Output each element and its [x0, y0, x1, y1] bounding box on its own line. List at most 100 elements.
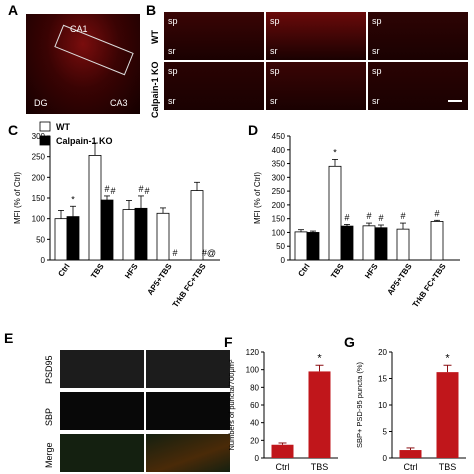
- layer-label-sp: sp: [270, 16, 280, 26]
- puncta-image-tile: [146, 434, 230, 472]
- y-tick-label: 100: [32, 215, 46, 224]
- puncta-image-tile: [146, 392, 230, 430]
- label-ca1: CA1: [70, 24, 88, 34]
- y-tick-label: 50: [276, 242, 285, 251]
- label-ca3: CA3: [110, 98, 128, 108]
- layer-label-sp: sp: [168, 16, 178, 26]
- significance-mark: #@: [202, 248, 216, 258]
- legend-label: WT: [56, 122, 70, 132]
- bar: [134, 207, 148, 261]
- puncta-image-tile: [60, 392, 144, 430]
- x-tick-label: HFS: [363, 261, 380, 280]
- legend-swatch: [39, 121, 51, 132]
- x-tick-label: Ctrl: [56, 262, 71, 278]
- significance-mark: #: [144, 186, 149, 196]
- bar: [294, 231, 308, 261]
- y-tick-label: 350: [272, 160, 286, 169]
- puncta-image-tile: [60, 350, 144, 388]
- y-tick-label: 200: [32, 173, 46, 182]
- layer-label-sp: sp: [372, 16, 382, 26]
- hippocampus-image: CA1 DG CA3: [26, 14, 140, 114]
- x-tick-label: Ctrl: [276, 462, 290, 472]
- panel-label-a: A: [8, 2, 19, 18]
- bar: [374, 227, 388, 261]
- layer-label-sr: sr: [270, 96, 278, 106]
- significance-mark: *: [333, 147, 337, 157]
- y-tick-label: 60: [250, 401, 259, 410]
- y-axis-label: MFI (% of Ctrl): [253, 172, 262, 224]
- label-dg: DG: [34, 98, 48, 108]
- x-tick-label: Ctrl: [296, 262, 311, 278]
- bar: [430, 221, 444, 261]
- significance-mark: #: [344, 212, 349, 222]
- y-tick-label: 300: [32, 132, 46, 141]
- y-tick-label: 250: [32, 153, 46, 162]
- panel-label-d: D: [248, 122, 259, 138]
- y-tick-label: 80: [250, 383, 259, 392]
- bar: [306, 232, 320, 261]
- y-tick-label: 120: [246, 348, 260, 357]
- significance-mark: #: [378, 213, 383, 223]
- micrograph-tile: sp sr: [164, 12, 264, 60]
- y-tick-label: 100: [272, 228, 286, 237]
- y-tick-label: 0: [383, 454, 388, 463]
- puncta-image-tile: [146, 350, 230, 388]
- micrograph-tile: sp sr: [368, 12, 468, 60]
- micrograph-tile: sp sr: [266, 62, 366, 110]
- significance-mark: #: [400, 211, 405, 221]
- micrograph-tile: sp sr: [266, 12, 366, 60]
- panel-label-c: C: [8, 122, 19, 138]
- image-row-label: SBP: [44, 407, 54, 426]
- panel-label-f: F: [224, 334, 233, 350]
- significance-mark: #: [110, 186, 115, 196]
- significance-mark: *: [445, 352, 450, 364]
- bar: [399, 450, 422, 458]
- layer-label-sr: sr: [372, 46, 380, 56]
- y-tick-label: 50: [36, 235, 45, 244]
- layer-label-sr: sr: [270, 46, 278, 56]
- x-tick-label: TBS: [329, 261, 346, 280]
- bar: [122, 209, 136, 261]
- significance-mark: #: [366, 211, 371, 221]
- y-axis-label: MFI (% of Ctrl): [13, 172, 22, 224]
- y-tick-label: 0: [281, 256, 286, 265]
- significance-mark: #: [172, 248, 177, 258]
- legend-swatch: [39, 135, 51, 146]
- row-label-ko: Calpain-1 KO: [150, 61, 160, 118]
- y-tick-label: 150: [32, 194, 46, 203]
- panel-label-b: B: [146, 2, 157, 18]
- significance-mark: #: [434, 208, 439, 218]
- bar: [271, 444, 294, 458]
- y-tick-label: 0: [255, 454, 260, 463]
- x-tick-label: TBS: [311, 462, 329, 472]
- bar: [156, 212, 170, 261]
- layer-label-sp: sp: [168, 66, 178, 76]
- bar: [100, 199, 114, 261]
- y-tick-label: 20: [378, 348, 387, 357]
- x-tick-label: HFS: [123, 261, 140, 280]
- y-tick-label: 40: [250, 419, 259, 428]
- x-tick-label: TrkB FC+TBS: [411, 261, 448, 309]
- y-axis-label: SBP+ PSD-95 puncta (%): [355, 361, 364, 448]
- panel-label-e: E: [4, 330, 14, 346]
- micrograph-tile: sp sr: [164, 62, 264, 110]
- row-label-wt: WT: [150, 30, 160, 44]
- significance-mark: *: [317, 352, 322, 364]
- significance-mark: *: [71, 194, 75, 204]
- image-row-label: Merge: [44, 442, 54, 468]
- bar: [66, 216, 80, 261]
- bar: [328, 165, 342, 261]
- y-tick-label: 150: [272, 215, 286, 224]
- bar: [308, 371, 331, 458]
- layer-label-sp: sp: [270, 66, 280, 76]
- layer-label-sr: sr: [168, 96, 176, 106]
- x-tick-label: Ctrl: [404, 462, 418, 472]
- y-tick-label: 20: [250, 436, 259, 445]
- chart-g: 0 5 10 15 20 SBP+ PSD-95 puncta (%) Ctrl * TBS: [355, 348, 466, 472]
- chart-d: 0 50 100 150 200 250 300 350 400 450 MFI (% of Ctr…: [253, 132, 460, 309]
- bar: [436, 372, 459, 458]
- chart-f: 0 20 40 60 80 100 120 Numbers of puncta/700μm² C…: [227, 348, 338, 472]
- layer-label-sr: sr: [372, 96, 380, 106]
- layer-label-sp: sp: [372, 66, 382, 76]
